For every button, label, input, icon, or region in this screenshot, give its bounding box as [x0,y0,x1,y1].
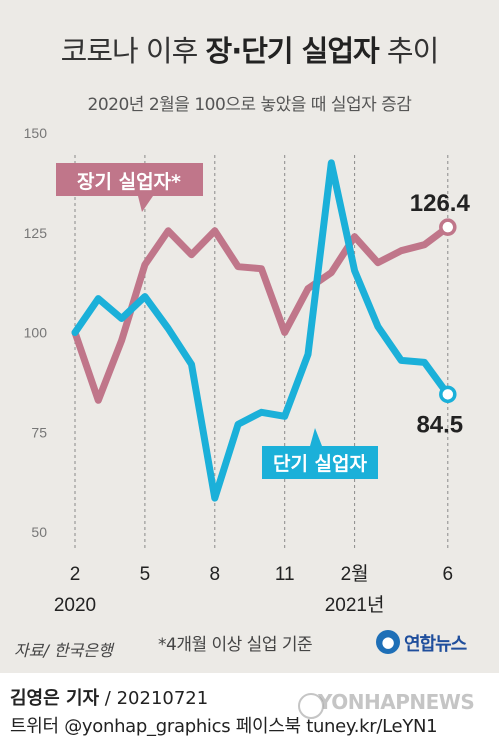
y-tick-label: 150 [24,125,48,141]
x-tick-label: 8 [210,564,221,585]
chart-subtitle: 2020년 2월을 100으로 놓았을 때 실업자 증감 [87,95,412,115]
x-tick-label: 5 [140,564,151,585]
x-tick-label: 2 [70,564,81,585]
reporter-credit: 김영은 기자 / 20210721 [10,684,208,710]
long-term-legend-label: 장기 실업자* [77,171,181,193]
title-suffix: 추이 [378,34,439,68]
y-tick-label: 125 [24,225,48,241]
short-term-end-label: 84.5 [416,411,463,438]
short-term-line [71,159,452,502]
short-term-end-point [439,385,457,404]
line-chart: 50 75 100 125 150 2 5 8 11 2월 6 2020 2021년 126.4 84.5 장… [24,125,471,616]
short-term-legend-box [262,428,378,479]
long-term-end-label: 126.4 [410,190,471,217]
x-tick-label: 6 [443,564,454,585]
reporter-name: 김영은 기자 [10,688,100,709]
y-tick-label: 50 [31,524,47,540]
watermark-icon [298,693,324,719]
footer-bar [0,673,499,743]
year-label: 2020 [54,595,96,616]
page-title: 코로나 이후 장·단기 실업자 추이 [0,28,499,70]
x-tick-label: 11 [275,564,295,585]
y-tick-label: 100 [24,325,48,341]
reporter-date: / 20210721 [99,688,209,709]
x-tick-label: 2월 [341,563,369,585]
title-prefix: 코로나 이후 [60,34,206,68]
year-label: 2021년 [325,594,385,616]
yonhap-logo-icon: ● [376,630,400,654]
source-text: 자료/ 한국은행 [14,641,113,660]
long-term-legend-box [56,163,203,212]
long-term-line [71,223,452,404]
logo-text: 연합뉴스 [404,634,467,655]
chart-panel [0,0,499,673]
short-term-legend-label: 단기 실업자 [273,453,368,475]
long-term-end-point [439,218,457,236]
y-tick-label: 75 [31,424,47,440]
footnote: *4개월 이상 실업 기준 [158,635,313,655]
title-bold: 장·단기 실업자 [205,34,380,68]
yonhap-logo: ● 연합뉴스 [376,626,491,660]
watermark: YONHAPNEWS [318,690,475,714]
social-links: 트위터 @yonhap_graphics 페이스북 tuney.kr/LeYN1 [10,716,438,737]
